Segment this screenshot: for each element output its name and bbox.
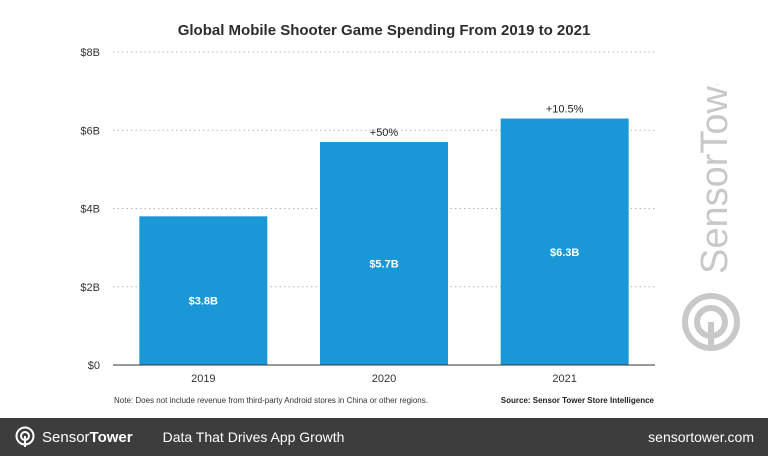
bar-value-label: $3.8B [189, 296, 218, 308]
x-tick-label: 2020 [372, 373, 396, 385]
y-tick-label: $6B [80, 125, 100, 137]
bar [139, 216, 268, 365]
bar-value-label: $6.3B [550, 247, 579, 259]
footer-url[interactable]: sensortower.com [648, 429, 754, 445]
bar [500, 118, 629, 365]
chart-title: Global Mobile Shooter Game Spending From… [177, 22, 591, 39]
growth-label: +10.5% [546, 104, 584, 116]
footer-tagline: Data That Drives App Growth [162, 429, 345, 445]
bar [320, 141, 448, 365]
footer-bar: SensorTower Data That Drives App Growth … [0, 418, 768, 456]
footer-brand-light: Sensor [42, 428, 90, 446]
footnote: Note: Does not include revenue from thir… [114, 396, 428, 405]
source-note: Source: Sensor Tower Store Intelligence [500, 396, 654, 405]
bar-chart: $0 $2B $4B $6B $8B $3.8B 2019 $5.7B +50% 2020 $6.3… [80, 47, 655, 385]
footer-brand-bold: Tower [89, 428, 133, 446]
y-tick-label: $0 [88, 360, 100, 372]
watermark: SensorTower [675, 52, 745, 364]
growth-label: +50% [370, 127, 399, 139]
sensor-tower-watermark-icon [682, 293, 740, 351]
x-tick-label: 2021 [552, 373, 576, 385]
footer-brand: SensorTower [42, 429, 133, 446]
y-tick-label: $2B [80, 282, 100, 294]
y-tick-label: $8B [80, 47, 100, 59]
y-tick-label: $4B [80, 204, 100, 216]
watermark-text: SensorTower [694, 84, 736, 274]
footer-logo[interactable]: SensorTower [14, 426, 133, 448]
sensor-tower-logo-icon [15, 426, 35, 447]
x-tick-label: 2019 [191, 373, 215, 385]
bar-value-label: $5.7B [369, 258, 398, 270]
